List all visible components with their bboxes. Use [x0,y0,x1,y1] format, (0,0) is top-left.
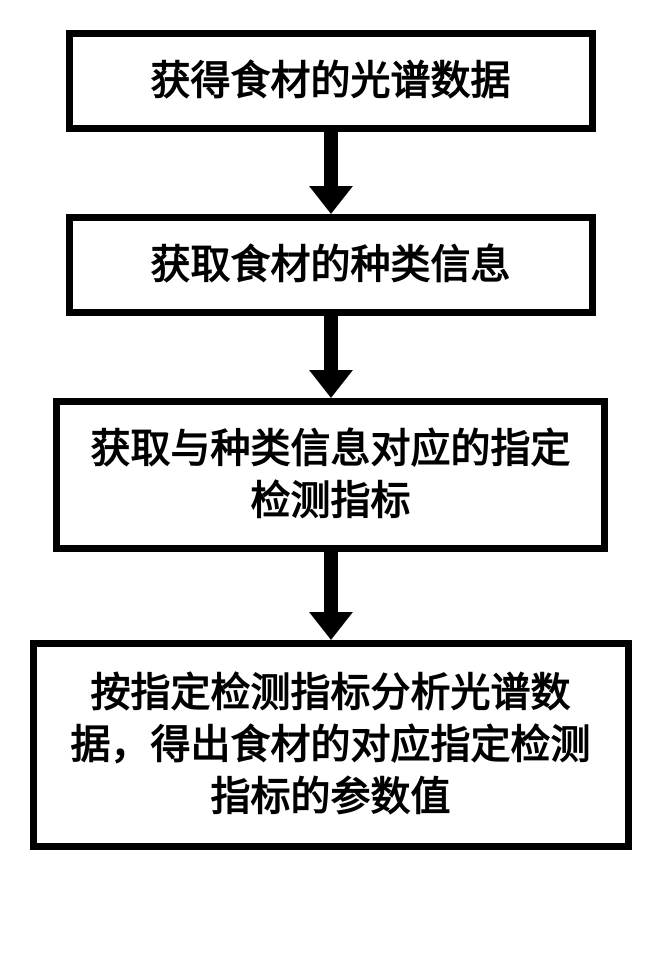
arrow-head-icon [309,612,353,640]
arrow-head-icon [309,186,353,214]
flow-node-2-label: 获取食材的种类信息 [151,239,511,291]
arrow-line [324,316,338,370]
flow-arrow-1 [309,132,353,214]
flow-node-4-label: 按指定检测指标分析光谱数据，得出食材的对应指定检测指标的参数值 [57,667,605,823]
arrow-line [324,132,338,186]
flow-node-1-label: 获得食材的光谱数据 [151,55,511,107]
flow-node-1: 获得食材的光谱数据 [66,30,596,132]
flow-node-3-label: 获取与种类信息对应的指定检测指标 [80,423,581,527]
arrow-line [324,552,338,612]
flow-arrow-2 [309,316,353,398]
flow-arrow-3 [309,552,353,640]
flow-node-3: 获取与种类信息对应的指定检测指标 [53,398,608,552]
flow-node-2: 获取食材的种类信息 [66,214,596,316]
arrow-head-icon [309,370,353,398]
flow-node-4: 按指定检测指标分析光谱数据，得出食材的对应指定检测指标的参数值 [30,640,632,850]
